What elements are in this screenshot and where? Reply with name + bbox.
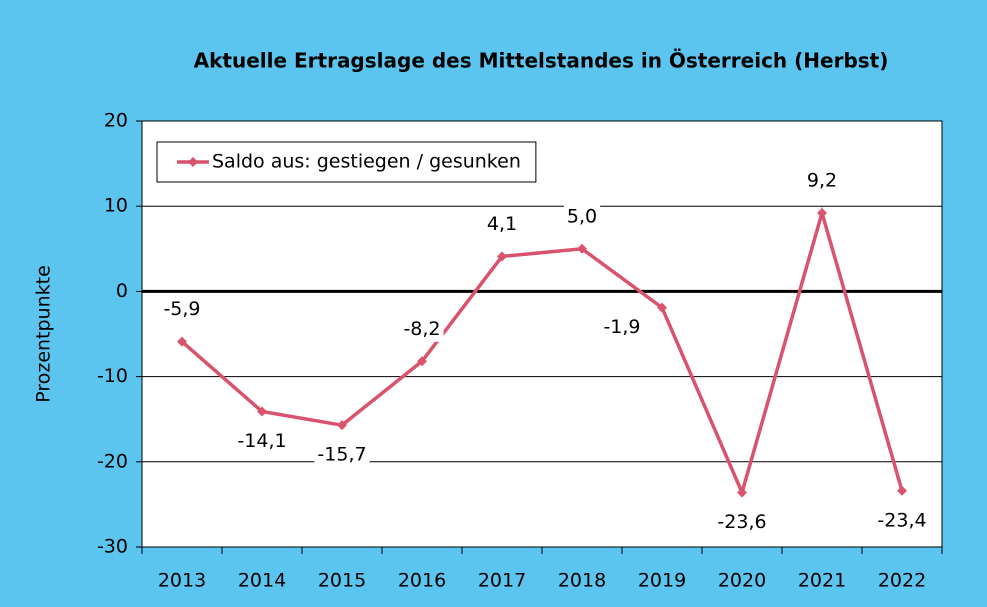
data-label: 4,1	[487, 213, 517, 235]
y-axis-label: Prozentpunkte	[33, 265, 55, 403]
data-label-bg	[400, 315, 444, 342]
x-tick-label: 2017	[478, 570, 526, 592]
marker	[177, 336, 187, 347]
y-tick-label: 20	[104, 110, 128, 132]
data-label: -23,6	[717, 511, 766, 533]
legend-box	[156, 141, 537, 183]
marker	[417, 356, 427, 367]
data-label-bg	[314, 441, 370, 468]
data-label-bg	[874, 507, 930, 534]
data-label: -15,7	[317, 444, 366, 466]
y-tick-label: -20	[97, 450, 128, 472]
data-label: 5,0	[567, 205, 597, 227]
data-label: -5,9	[163, 298, 200, 320]
data-label: -8,2	[403, 318, 440, 340]
legend-marker	[188, 157, 198, 167]
data-label-bg	[803, 167, 841, 194]
data-label: 9,2	[807, 170, 837, 192]
y-tick-label: -30	[97, 536, 128, 558]
y-tick-label: 0	[116, 280, 128, 302]
marker	[817, 208, 827, 219]
x-tick-label: 2016	[398, 570, 446, 592]
marker	[897, 485, 907, 496]
data-label: -14,1	[237, 430, 286, 452]
x-tick-label: 2019	[638, 570, 686, 592]
x-tick-label: 2015	[318, 570, 366, 592]
x-tick-label: 2020	[718, 570, 766, 592]
x-tick-label: 2014	[238, 570, 286, 592]
marker	[337, 420, 347, 431]
x-tick-label: 2018	[558, 570, 606, 592]
data-label: -23,4	[877, 509, 926, 531]
chart-title: Aktuelle Ertragslage des Mittelstandes i…	[194, 49, 889, 73]
marker	[497, 251, 507, 262]
y-tick-label: -10	[97, 365, 128, 387]
y-tick-label: 10	[104, 195, 128, 217]
data-label-bg	[234, 428, 290, 455]
data-label-bg	[563, 203, 601, 230]
data-label-bg	[483, 210, 521, 237]
data-label-bg	[600, 314, 644, 341]
legend-label: Saldo aus: gestiegen / gesunken	[212, 151, 521, 173]
x-tick-label: 2013	[158, 570, 206, 592]
line	[180, 206, 904, 498]
data-label-bg	[160, 296, 204, 323]
marker	[257, 406, 267, 417]
marker	[577, 243, 587, 254]
data-label-bg	[714, 508, 770, 535]
x-tick-label: 2022	[878, 570, 926, 592]
marker	[657, 302, 667, 313]
data-label: -1,9	[603, 316, 640, 338]
marker	[737, 487, 747, 498]
x-tick-label: 2021	[798, 570, 846, 592]
